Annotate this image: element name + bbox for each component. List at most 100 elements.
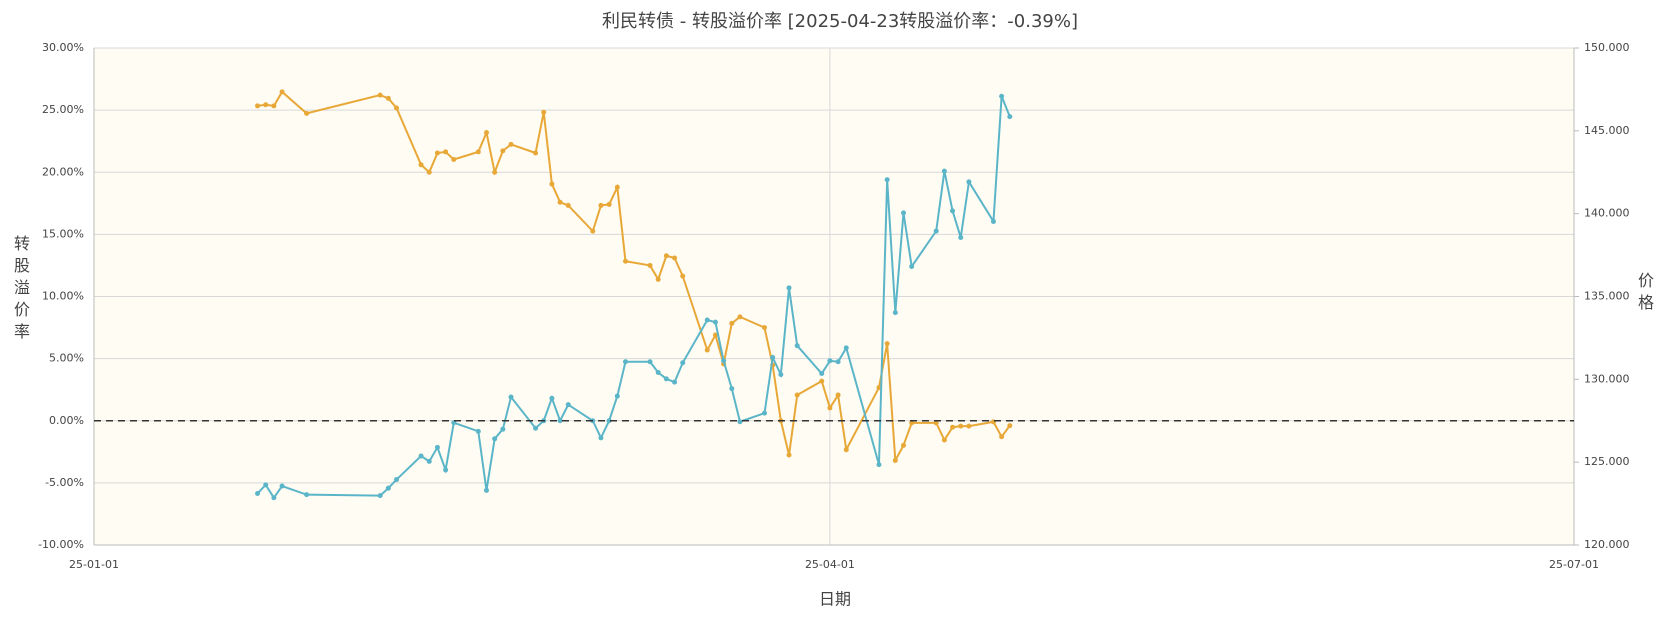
data-point — [1007, 423, 1013, 429]
data-point — [794, 392, 800, 398]
data-point — [712, 319, 718, 325]
x-axis-label: 日期 — [819, 590, 851, 609]
y-tick-label: 5.00% — [49, 352, 84, 365]
data-point — [843, 447, 849, 453]
data-point — [721, 358, 727, 364]
data-point — [434, 444, 440, 450]
data-point — [647, 359, 653, 365]
data-point — [999, 434, 1005, 440]
data-point — [451, 156, 457, 162]
data-point — [394, 477, 400, 483]
y2-tick-label: 125.000 — [1584, 455, 1630, 468]
data-point — [663, 376, 669, 382]
data-point — [565, 402, 571, 408]
data-point — [729, 320, 735, 326]
data-point — [606, 418, 612, 424]
data-point — [737, 314, 743, 320]
data-point — [426, 169, 432, 175]
data-point — [950, 424, 956, 430]
y-tick-label: 10.00% — [42, 290, 84, 303]
y-tick-label: -5.00% — [45, 476, 84, 489]
data-point — [622, 359, 628, 365]
data-point — [655, 276, 661, 282]
data-point — [835, 392, 841, 398]
series-line — [257, 90, 1011, 464]
data-point — [704, 317, 710, 323]
data-point — [737, 419, 743, 425]
data-point — [941, 168, 947, 174]
y-axis-label: 转股溢价率 — [11, 235, 30, 345]
data-point — [933, 420, 939, 426]
y2-tick-label: 120.000 — [1584, 538, 1630, 551]
y2-tick-label: 150.000 — [1584, 41, 1630, 54]
data-point — [443, 467, 449, 473]
data-point — [884, 341, 890, 347]
series-line — [256, 95, 1011, 500]
y-tick-label: 20.00% — [42, 165, 84, 178]
data-point — [672, 379, 678, 385]
data-point — [549, 181, 555, 187]
data-point — [304, 110, 310, 116]
data-point — [778, 372, 784, 378]
data-point — [655, 370, 661, 376]
data-point — [492, 169, 498, 175]
data-point — [884, 177, 890, 183]
data-point — [606, 201, 612, 207]
data-point — [271, 495, 277, 501]
data-point — [909, 420, 915, 426]
data-point — [999, 93, 1005, 99]
data-point — [385, 95, 391, 101]
data-point — [492, 436, 498, 442]
data-point — [958, 235, 964, 241]
data-point — [443, 149, 449, 155]
data-point — [418, 453, 424, 459]
data-point — [279, 89, 285, 95]
y2-axis-label: 价格 — [1635, 272, 1654, 316]
data-point — [704, 347, 710, 353]
data-point — [549, 395, 555, 401]
data-point — [377, 92, 383, 98]
data-point — [434, 150, 440, 156]
data-point — [835, 359, 841, 365]
data-point — [475, 149, 481, 155]
data-point — [770, 354, 776, 360]
data-point — [590, 228, 596, 234]
data-point — [255, 490, 261, 496]
data-point — [418, 162, 424, 168]
data-point — [533, 150, 539, 156]
data-point — [966, 179, 972, 185]
data-point — [663, 253, 669, 259]
data-point — [614, 184, 620, 190]
data-point — [279, 483, 285, 489]
y2-tick-label: 145.000 — [1584, 124, 1630, 137]
x-tick-label: 25-04-01 — [805, 558, 855, 571]
data-point — [500, 426, 506, 432]
y2-tick-label: 130.000 — [1584, 372, 1630, 385]
data-point — [729, 386, 735, 392]
data-point — [950, 208, 956, 214]
y2-tick-label: 140.000 — [1584, 207, 1630, 220]
data-point — [901, 210, 907, 216]
y2-tick-label: 135.000 — [1584, 290, 1630, 303]
data-point — [622, 258, 628, 264]
data-point — [876, 462, 882, 468]
data-point — [533, 425, 539, 431]
data-point — [557, 199, 563, 205]
data-point — [761, 325, 767, 331]
data-point — [680, 273, 686, 279]
data-point — [827, 358, 833, 364]
data-point — [958, 423, 964, 429]
data-point — [843, 345, 849, 351]
data-point — [557, 418, 563, 424]
data-point — [1007, 114, 1013, 120]
data-point — [761, 410, 767, 416]
data-point — [263, 102, 269, 108]
y-tick-label: 30.00% — [42, 41, 84, 54]
data-point — [827, 405, 833, 411]
data-point — [892, 310, 898, 316]
x-tick-label: 25-01-01 — [69, 558, 119, 571]
data-point — [794, 343, 800, 349]
data-point — [966, 423, 972, 429]
chart-title: 利民转债 - 转股溢价率 [2025-04-23转股溢价率：-0.39%] — [602, 11, 1078, 32]
